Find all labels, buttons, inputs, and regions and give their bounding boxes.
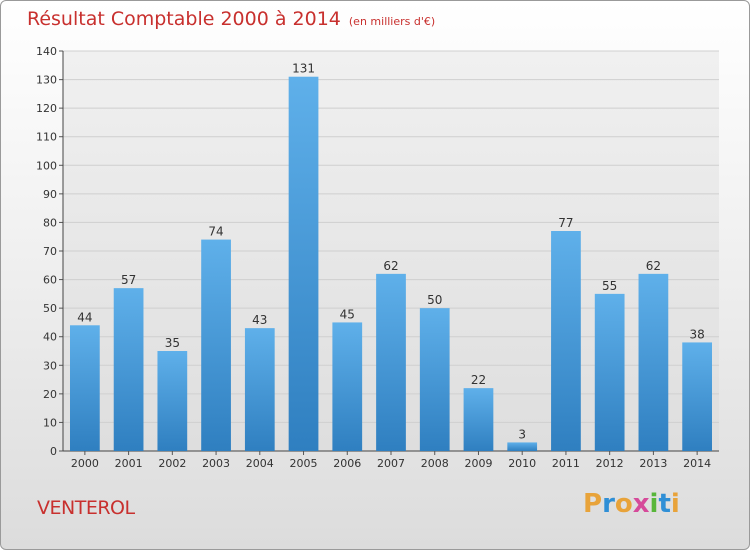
y-tick-label: 70 — [43, 245, 57, 258]
x-tick-label-2006: 2006 — [333, 457, 361, 470]
bars — [69, 76, 713, 451]
data-label-2003: 74 — [208, 225, 223, 239]
x-tick-label-2005: 2005 — [290, 457, 318, 470]
labels: 44 2000 57 2001 35 2002 74 2003 43 2004 131 2005 45 2… — [71, 62, 711, 470]
y-tick-label: 130 — [36, 74, 57, 87]
y-tick-label: 40 — [43, 331, 57, 344]
bar-2011 — [551, 231, 581, 451]
bar-2000 — [69, 325, 100, 451]
y-tick-label: 10 — [43, 416, 57, 429]
data-label-2005: 131 — [292, 62, 315, 76]
logo-letter: i — [670, 489, 680, 519]
y-tick-label: 100 — [36, 159, 57, 172]
logo-letter: x — [632, 489, 650, 519]
x-tick-label-2012: 2012 — [596, 457, 624, 470]
x-tick-label-2003: 2003 — [202, 457, 230, 470]
bar-2013 — [638, 273, 669, 451]
y-tick-label: 110 — [36, 131, 57, 144]
y-tick-label: 30 — [43, 359, 57, 372]
proxiti-logo: Proxiti — [583, 489, 680, 519]
bar-2012 — [594, 293, 625, 451]
chart-title-text: Résultat Comptable 2000 à 2014 — [27, 8, 341, 30]
bar-2014 — [682, 342, 713, 451]
x-tick-label-2010: 2010 — [508, 457, 536, 470]
data-label-2014: 38 — [689, 327, 704, 341]
bar-2002 — [157, 351, 188, 451]
chart-title: Résultat Comptable 2000 à 2014 (en millie… — [27, 8, 435, 30]
bar-chart: 0 10 20 30 40 50 60 70 80 90 100 110 120 130 140 44 200… — [36, 45, 719, 470]
x-tick-label-2011: 2011 — [552, 457, 580, 470]
data-label-2001: 57 — [121, 273, 136, 287]
data-label-2008: 50 — [427, 293, 442, 307]
y-tick-label: 140 — [36, 45, 57, 58]
x-tick-label-2007: 2007 — [377, 457, 405, 470]
data-label-2007: 62 — [383, 259, 398, 273]
y-tick-label: 0 — [50, 445, 57, 458]
x-tick-label-2014: 2014 — [683, 457, 711, 470]
x-tick-label-2001: 2001 — [115, 457, 143, 470]
bar-2004 — [244, 328, 275, 451]
bar-2007 — [376, 273, 406, 451]
logo-letter: t — [658, 489, 671, 519]
x-tick-label-2004: 2004 — [246, 457, 274, 470]
data-label-2004: 43 — [252, 313, 267, 327]
x-tick-label-2002: 2002 — [158, 457, 186, 470]
bar-2001 — [113, 288, 144, 451]
chart-subtitle: (en milliers d'€) — [348, 15, 436, 28]
x-tick-label-2009: 2009 — [464, 457, 492, 470]
x-tick-label-2000: 2000 — [71, 457, 99, 470]
place-name: VENTEROL — [37, 497, 135, 519]
y-tick-label: 20 — [43, 388, 57, 401]
logo-letter: i — [649, 489, 659, 519]
data-label-2006: 45 — [340, 307, 355, 321]
x-tick-label-2013: 2013 — [639, 457, 667, 470]
bar-2008 — [419, 308, 450, 451]
bar-2006 — [332, 322, 363, 451]
data-label-2012: 55 — [602, 279, 617, 293]
y-tick-label: 80 — [43, 216, 57, 229]
y-tick-label: 90 — [43, 188, 57, 201]
logo-letter: o — [614, 489, 633, 519]
data-label-2013: 62 — [646, 259, 661, 273]
logo-letter: P — [583, 489, 603, 519]
y-tick-label: 50 — [43, 302, 57, 315]
bar-2009 — [463, 388, 494, 451]
bar-2010 — [507, 442, 538, 451]
data-label-2000: 44 — [77, 310, 92, 324]
data-label-2009: 22 — [471, 373, 486, 387]
y-tick-label: 120 — [36, 102, 57, 115]
data-label-2011: 77 — [558, 216, 573, 230]
bar-2003 — [201, 239, 231, 451]
data-label-2010: 3 — [518, 427, 526, 441]
bar-2005 — [288, 76, 319, 451]
x-tick-label-2008: 2008 — [421, 457, 449, 470]
logo-letter: r — [602, 489, 615, 519]
data-label-2002: 35 — [165, 336, 180, 350]
y-tick-label: 60 — [43, 274, 57, 287]
